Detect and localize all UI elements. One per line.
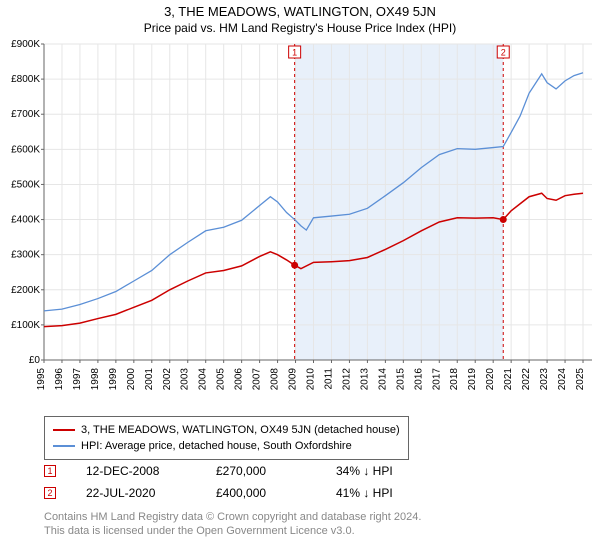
- svg-text:1999: 1999: [108, 368, 119, 391]
- legend-label-hpi: HPI: Average price, detached house, Sout…: [81, 438, 352, 454]
- svg-text:2000: 2000: [126, 368, 137, 391]
- svg-text:2022: 2022: [521, 368, 532, 391]
- svg-text:2016: 2016: [413, 368, 424, 391]
- svg-text:2006: 2006: [234, 368, 245, 391]
- svg-text:2015: 2015: [395, 368, 406, 391]
- sale-row: 2 22-JUL-2020 £400,000 41% ↓ HPI: [44, 482, 446, 504]
- svg-text:2013: 2013: [359, 368, 370, 391]
- svg-text:2001: 2001: [144, 368, 155, 391]
- page-title: 3, THE MEADOWS, WATLINGTON, OX49 5JN: [0, 0, 600, 19]
- price-chart: £0 £100K £200K £300K £400K £500K £600K £700K £80…: [0, 38, 600, 410]
- svg-text:2017: 2017: [431, 368, 442, 391]
- svg-text:2012: 2012: [341, 368, 352, 391]
- svg-text:2003: 2003: [180, 368, 191, 391]
- svg-text:2007: 2007: [252, 368, 263, 391]
- svg-text:£800K: £800K: [11, 74, 40, 85]
- svg-text:2021: 2021: [503, 368, 514, 391]
- svg-text:£400K: £400K: [11, 215, 40, 226]
- svg-text:2025: 2025: [575, 368, 586, 391]
- svg-text:£900K: £900K: [11, 39, 40, 50]
- svg-text:2005: 2005: [216, 368, 227, 391]
- svg-text:2004: 2004: [198, 368, 209, 391]
- sale-date: 22-JUL-2020: [86, 486, 186, 500]
- sale-diff: 41% ↓ HPI: [336, 486, 446, 500]
- svg-text:£500K: £500K: [11, 179, 40, 190]
- legend-swatch-hpi: [53, 445, 75, 447]
- svg-text:2019: 2019: [467, 368, 478, 391]
- sale-table: 1 12-DEC-2008 £270,000 34% ↓ HPI 2 22-JU…: [44, 460, 446, 504]
- attribution-line2: This data is licensed under the Open Gov…: [44, 524, 421, 538]
- attribution: Contains HM Land Registry data © Crown c…: [44, 510, 421, 538]
- svg-text:1997: 1997: [72, 368, 83, 391]
- svg-text:2024: 2024: [557, 368, 568, 391]
- svg-text:2023: 2023: [539, 368, 550, 391]
- svg-text:1: 1: [292, 48, 297, 58]
- svg-text:2008: 2008: [270, 368, 281, 391]
- legend-label-property: 3, THE MEADOWS, WATLINGTON, OX49 5JN (de…: [81, 422, 400, 438]
- svg-text:2009: 2009: [288, 368, 299, 391]
- svg-text:£200K: £200K: [11, 285, 40, 296]
- sale-diff: 34% ↓ HPI: [336, 464, 446, 478]
- svg-text:1998: 1998: [90, 368, 101, 391]
- svg-text:2014: 2014: [377, 368, 388, 391]
- svg-text:2020: 2020: [485, 368, 496, 391]
- legend: 3, THE MEADOWS, WATLINGTON, OX49 5JN (de…: [44, 416, 409, 460]
- sale-price: £400,000: [216, 486, 306, 500]
- svg-text:1995: 1995: [36, 368, 47, 391]
- svg-text:£700K: £700K: [11, 109, 40, 120]
- sale-row: 1 12-DEC-2008 £270,000 34% ↓ HPI: [44, 460, 446, 482]
- svg-text:2010: 2010: [306, 368, 317, 391]
- svg-text:2: 2: [501, 48, 506, 58]
- sale-marker-2: 2: [44, 487, 56, 499]
- svg-text:£0: £0: [29, 355, 41, 366]
- svg-text:£300K: £300K: [11, 250, 40, 261]
- legend-swatch-property: [53, 429, 75, 431]
- svg-text:2011: 2011: [323, 368, 334, 390]
- sale-price: £270,000: [216, 464, 306, 478]
- svg-text:£600K: £600K: [11, 144, 40, 155]
- svg-text:1996: 1996: [54, 368, 65, 391]
- svg-text:2018: 2018: [449, 368, 460, 391]
- attribution-line1: Contains HM Land Registry data © Crown c…: [44, 510, 421, 524]
- page-subtitle: Price paid vs. HM Land Registry's House …: [0, 19, 600, 35]
- sale-date: 12-DEC-2008: [86, 464, 186, 478]
- svg-text:£100K: £100K: [11, 320, 40, 331]
- sale-marker-1: 1: [44, 465, 56, 477]
- svg-text:2002: 2002: [162, 368, 173, 391]
